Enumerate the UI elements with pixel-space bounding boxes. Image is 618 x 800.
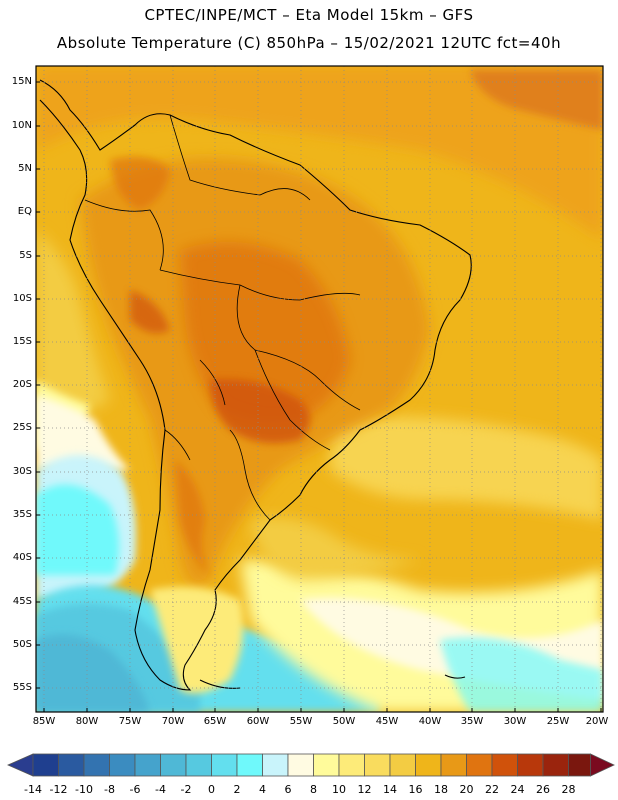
lat-label: 30S <box>12 466 32 477</box>
colorbar-label: 8 <box>310 783 317 796</box>
colorbar-label: 28 <box>561 783 576 796</box>
colorbar-swatch <box>262 753 289 777</box>
lat-label: 10S <box>12 293 32 304</box>
colorbar-label: -14 <box>24 783 42 796</box>
lon-label: 35W <box>460 716 484 727</box>
colorbar-label: -12 <box>49 783 68 796</box>
colorbar-swatch <box>415 753 442 777</box>
colorbar-swatch <box>338 753 365 777</box>
colorbar-swatch <box>109 753 136 777</box>
colorbar-label: 12 <box>357 783 372 796</box>
colorbar-swatch <box>32 753 59 777</box>
lat-label: 20S <box>12 379 32 390</box>
colorbar-swatch <box>83 753 110 777</box>
lon-label: 75W <box>118 716 142 727</box>
colorbar-label: 18 <box>434 783 448 796</box>
temperature-field <box>36 66 603 712</box>
colorbar-swatch <box>134 753 161 777</box>
lat-label: 55S <box>12 682 32 693</box>
colorbar-label: 14 <box>383 783 397 796</box>
colorbar-label: -8 <box>104 783 115 796</box>
lat-label: 25S <box>12 422 32 433</box>
lat-label: 15N <box>11 76 32 87</box>
colorbar-swatch <box>211 753 238 777</box>
colorbar-label: 20 <box>459 783 474 796</box>
title-line-2: Absolute Temperature (C) 850hPa – 15/02/… <box>56 34 562 52</box>
lat-label: EQ <box>17 206 32 217</box>
colorbar-under-arrow <box>7 753 34 777</box>
colorbar-label: 6 <box>284 783 292 796</box>
lon-label: 20W <box>585 716 609 727</box>
colorbar-label: 10 <box>332 783 346 796</box>
lon-label: 30W <box>503 716 527 727</box>
colorbar-swatch <box>313 753 340 777</box>
colorbar-swatch <box>236 753 263 777</box>
lat-label: 50S <box>12 639 32 650</box>
lon-label: 45W <box>375 716 399 727</box>
colorbar-swatch <box>287 753 314 777</box>
lon-label: 80W <box>75 716 99 727</box>
colorbar-swatch <box>517 753 544 777</box>
lat-label: 45S <box>12 596 32 607</box>
colorbar-swatch <box>466 753 493 777</box>
colorbar-label: 22 <box>485 783 499 796</box>
lon-label: 85W <box>32 716 56 727</box>
colorbar-label: 0 <box>208 783 215 796</box>
colorbar-over-arrow <box>590 753 615 777</box>
colorbar-swatch <box>389 753 416 777</box>
colorbar-label: -4 <box>155 783 166 796</box>
lon-label: 70W <box>161 716 185 727</box>
lat-label: 10N <box>11 120 32 131</box>
colorbar-label: 4 <box>259 783 266 796</box>
lon-label: 65W <box>203 716 227 727</box>
colorbar-swatch <box>440 753 467 777</box>
lat-label: 15S <box>12 336 32 347</box>
lat-label: 5S <box>19 250 32 261</box>
colorbar-swatch <box>58 753 85 777</box>
lon-label: 50W <box>332 716 356 727</box>
lon-label: 60W <box>246 716 270 727</box>
lon-label: 25W <box>546 716 570 727</box>
colorbar-label: -6 <box>129 783 141 796</box>
colorbar-swatch <box>364 753 391 777</box>
colorbar-label: -2 <box>180 783 192 796</box>
lat-label: 5N <box>18 163 32 174</box>
colorbar-swatch <box>568 753 591 777</box>
country-borders <box>84 114 361 521</box>
colorbar-swatch <box>491 753 518 777</box>
map-frame <box>35 65 604 713</box>
colorbar-swatch <box>160 753 187 777</box>
colorbar <box>7 753 615 777</box>
graticule <box>36 66 603 712</box>
colorbar-label: 16 <box>408 783 423 796</box>
colorbar-label: 24 <box>510 783 525 796</box>
colorbar-label: -10 <box>75 783 93 796</box>
colorbar-label: 26 <box>536 783 550 796</box>
lon-label: 55W <box>289 716 313 727</box>
lat-label: 35S <box>12 509 32 520</box>
axis-ticks <box>36 81 602 712</box>
lon-label: 40W <box>418 716 442 727</box>
title-line-1: CPTEC/INPE/MCT – Eta Model 15km – GFS <box>144 6 474 24</box>
colorbar-label: 2 <box>233 783 241 796</box>
colorbar-swatch <box>185 753 212 777</box>
colorbar-swatch <box>542 753 569 777</box>
lat-label: 40S <box>12 552 32 563</box>
